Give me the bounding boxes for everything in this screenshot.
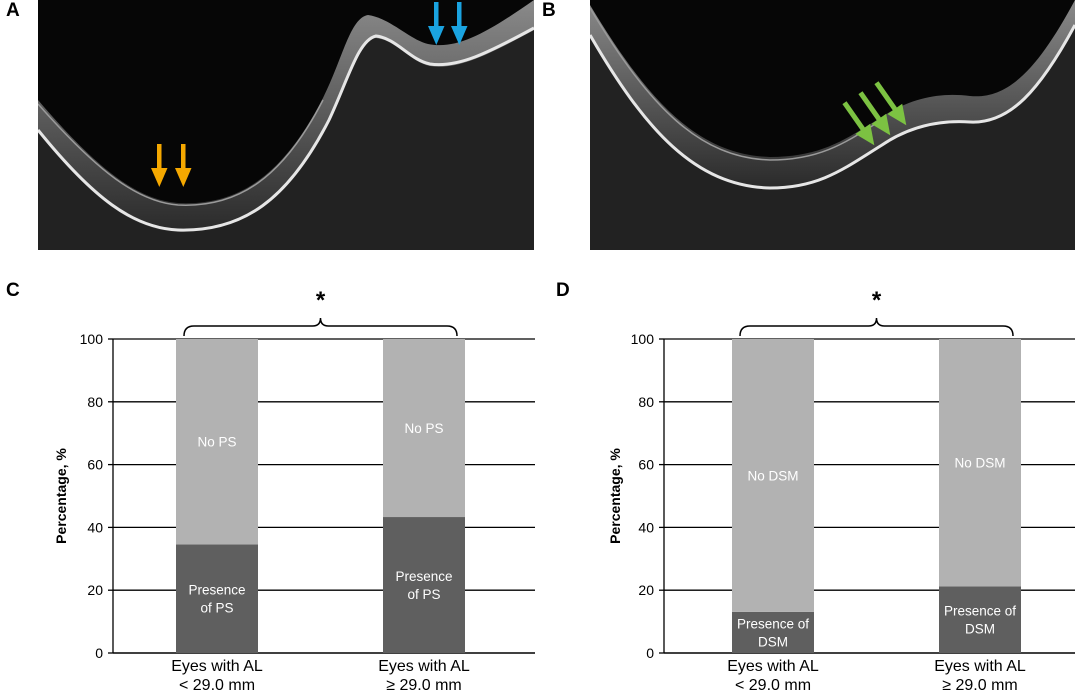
oct-b-inner-line xyxy=(590,7,881,161)
y-tick-label: 60 xyxy=(638,457,654,473)
bar-segment-label-line: No PS xyxy=(197,435,236,450)
x-category-label: Eyes with AL ≥ 29.0 mm xyxy=(378,658,470,694)
y-axis-label: Percentage, % xyxy=(53,448,69,544)
x-category-label-line: Eyes with AL xyxy=(171,658,263,675)
bar-segment-label-line: DSM xyxy=(758,634,788,649)
bar-segment-label-line: Presence of xyxy=(737,616,809,631)
panel-letter-b: B xyxy=(542,0,556,21)
oct-a-choroid xyxy=(38,10,534,250)
bar-segment xyxy=(176,544,258,653)
bar-segment-label: Presence of DSM xyxy=(944,604,1016,637)
bar-segment-label: No PS xyxy=(404,421,443,436)
bar-segment xyxy=(383,517,465,653)
y-tick-label: 100 xyxy=(631,331,655,347)
significance-bracket xyxy=(739,317,1014,337)
x-category-label: Eyes with AL < 29.0 mm xyxy=(171,658,263,694)
x-category-label-line: Eyes with AL xyxy=(727,658,819,675)
x-category-label: Eyes with AL < 29.0 mm xyxy=(727,658,819,694)
significance-asterisk: * xyxy=(316,287,326,314)
oct-b-choroid xyxy=(590,15,1075,250)
oct-b-retina xyxy=(590,0,1075,188)
y-tick-label: 100 xyxy=(80,331,104,347)
bar-segment-label-line: No DSM xyxy=(954,456,1005,471)
x-category-label-line: ≥ 29.0 mm xyxy=(942,677,1017,694)
x-category-label-line: Eyes with AL xyxy=(934,658,1026,675)
bar-segment xyxy=(383,339,465,518)
oct-a-inner-line xyxy=(38,99,324,206)
green-arrow-icon xyxy=(842,101,875,146)
y-tick-label: 80 xyxy=(87,394,103,410)
bar-segment xyxy=(732,339,814,612)
oct-scan-image-a xyxy=(38,0,534,250)
bar-segment-label-line: No PS xyxy=(404,421,443,436)
x-category-label: Eyes with AL ≥ 29.0 mm xyxy=(934,658,1026,694)
oct-b-green-arrows xyxy=(842,81,907,146)
y-tick-label: 0 xyxy=(95,645,103,661)
y-tick-label: 0 xyxy=(646,645,654,661)
blue-arrow-icon xyxy=(451,2,468,45)
x-category-label-line: < 29.0 mm xyxy=(179,677,255,694)
y-tick-label: 20 xyxy=(638,582,654,598)
bar-segment-label-line: Presence of xyxy=(944,604,1016,619)
panel-letter-c: C xyxy=(6,280,20,301)
x-category-label-line: ≥ 29.0 mm xyxy=(386,677,461,694)
bar-segment-label: No DSM xyxy=(954,456,1005,471)
bar-segment-label-line: Presence xyxy=(188,583,245,598)
bar-segment-label-line: of PS xyxy=(407,587,440,602)
y-tick-label: 60 xyxy=(87,457,103,473)
significance-bracket xyxy=(183,317,458,337)
y-tick-label: 40 xyxy=(87,519,103,535)
orange-arrow-icon xyxy=(151,144,168,187)
bar-segment-label-line: No DSM xyxy=(747,468,798,483)
bar-segment-label-line: DSM xyxy=(965,622,995,637)
green-arrow-icon xyxy=(858,91,891,136)
oct-b-rpe-line xyxy=(590,24,1075,190)
y-tick-label: 20 xyxy=(87,582,103,598)
y-axis-label: Percentage, % xyxy=(607,448,623,544)
y-tick-label: 80 xyxy=(638,394,654,410)
oct-a-orange-arrows xyxy=(151,144,192,187)
bar-segment xyxy=(939,586,1021,653)
bar-segment-label: Presence of PS xyxy=(395,569,452,602)
oct-scan-image-b xyxy=(590,0,1075,250)
bar-segment-label: No DSM xyxy=(747,468,798,483)
orange-arrow-icon xyxy=(175,144,192,187)
x-category-label-line: < 29.0 mm xyxy=(735,677,811,694)
x-category-label-line: Eyes with AL xyxy=(378,658,470,675)
blue-arrow-icon xyxy=(428,2,445,45)
bar-segment-label: Presence of PS xyxy=(188,583,245,616)
bar-segment xyxy=(732,611,814,653)
oct-a-rpe-line xyxy=(38,26,534,232)
bar-segment-label: Presence of DSM xyxy=(737,616,809,649)
panel-letter-d: D xyxy=(556,280,570,301)
chart-c: 0 20 40 60 80 100 Percentage, % Presence of PS No… xyxy=(53,287,535,694)
chart-d: 0 20 40 60 80 100 Percentage, % Presence of DSM N… xyxy=(607,287,1075,694)
green-arrow-icon xyxy=(874,81,907,126)
bar-segment xyxy=(939,339,1021,587)
bar-segment-label: No PS xyxy=(197,435,236,450)
bar-segment xyxy=(176,339,258,545)
panel-letter-a: A xyxy=(6,0,20,21)
bar-segment-label-line: Presence xyxy=(395,569,452,584)
oct-a-blue-arrows xyxy=(428,2,468,45)
y-tick-label: 40 xyxy=(638,519,654,535)
bar-segment-label-line: of PS xyxy=(200,601,233,616)
significance-asterisk: * xyxy=(872,287,882,314)
